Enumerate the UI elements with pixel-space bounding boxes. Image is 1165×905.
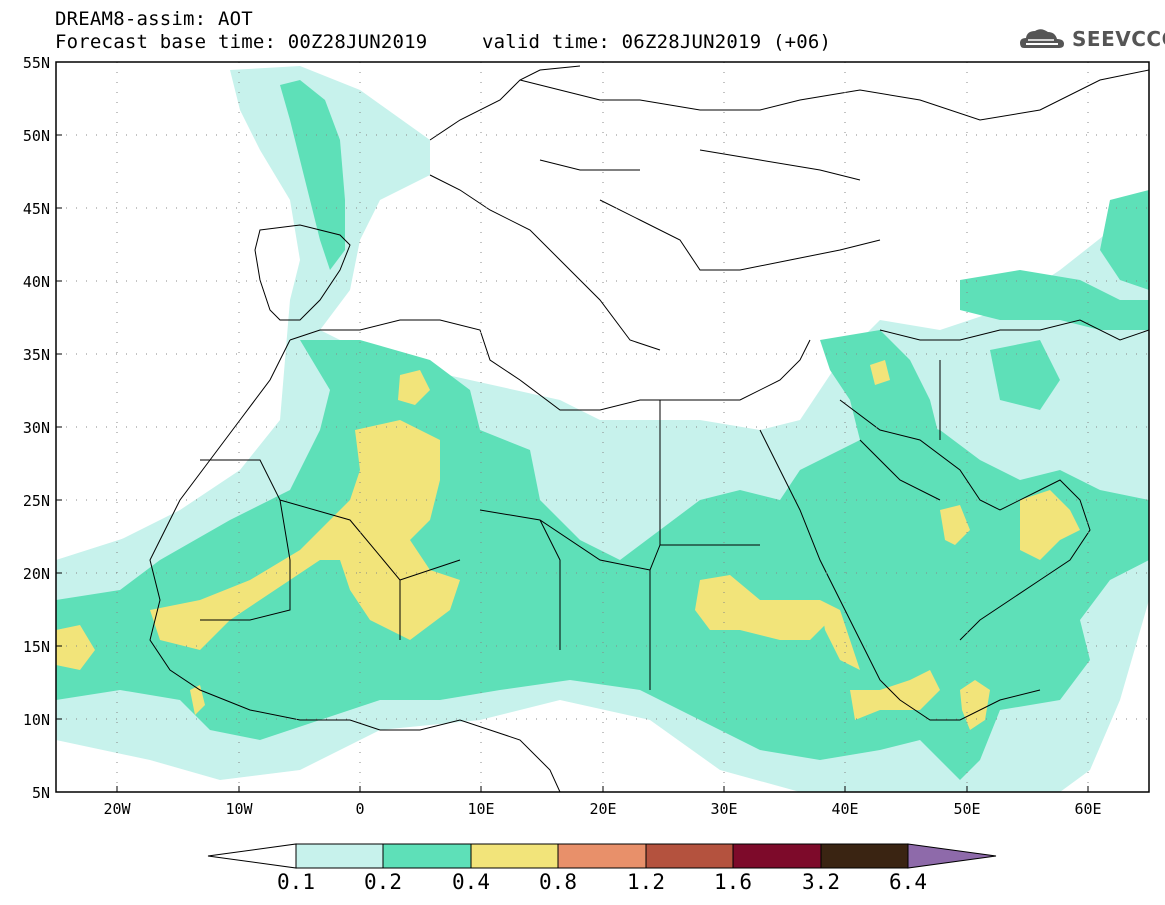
- lon-label-20e: 20E: [589, 800, 617, 818]
- logo-text: SEEVCCC: [1072, 27, 1165, 51]
- lon-label-10w: 10W: [225, 800, 253, 818]
- colorbar-label-3: 0.8: [539, 870, 577, 894]
- lat-label-30n: 30N: [22, 419, 50, 437]
- lat-label-10n: 10N: [22, 711, 50, 729]
- lon-label-0: 0: [355, 800, 365, 818]
- colorbar-label-5: 1.6: [714, 870, 752, 894]
- axis-ticks: [56, 61, 1089, 792]
- lat-label-45n: 45N: [22, 200, 50, 218]
- lon-label-20w: 20W: [103, 800, 131, 818]
- lon-label-30e: 30E: [710, 800, 738, 818]
- lon-label-50e: 50E: [953, 800, 981, 818]
- lon-label-60e: 60E: [1074, 800, 1102, 818]
- colorbar-label-0: 0.1: [277, 870, 315, 894]
- graticule: [56, 62, 1149, 792]
- colorbar-segment-3-2: [820, 843, 909, 869]
- colorbar-segment-1-6: [732, 843, 822, 869]
- lat-label-15n: 15N: [22, 638, 50, 656]
- lon-label-10e: 10E: [467, 800, 495, 818]
- colorbar-label-1: 0.2: [364, 870, 402, 894]
- colorbar-segment-0-2: [382, 843, 472, 869]
- colorbar-label-6: 3.2: [802, 870, 840, 894]
- lat-label-35n: 35N: [22, 346, 50, 364]
- colorbar: [207, 843, 997, 869]
- forecast-base-time: Forecast base time: 00Z28JUN2019: [55, 31, 428, 53]
- lat-label-55n: 55N: [22, 54, 50, 72]
- colorbar-low-arrow: [207, 843, 297, 869]
- colorbar-segment-1-2: [645, 843, 734, 869]
- lat-label-50n: 50N: [22, 127, 50, 145]
- lon-label-40e: 40E: [831, 800, 859, 818]
- lat-label-5n: 5N: [31, 784, 50, 802]
- colorbar-high-arrow: [907, 843, 997, 869]
- lat-label-40n: 40N: [22, 273, 50, 291]
- product-title: DREAM8-assim: AOT: [55, 8, 253, 30]
- aot-level-0-4: [56, 360, 1080, 730]
- cloud-logo-icon: [1020, 29, 1064, 48]
- colorbar-label-2: 0.4: [452, 870, 490, 894]
- lat-label-20n: 20N: [22, 565, 50, 583]
- valid-time: valid time: 06Z28JUN2019 (+06): [482, 31, 832, 53]
- colorbar-label-7: 6.4: [889, 870, 927, 894]
- coastlines-borders: [149, 65, 1149, 792]
- lat-label-25n: 25N: [22, 492, 50, 510]
- colorbar-segment-0-4: [470, 843, 559, 869]
- colorbar-label-4: 1.2: [627, 870, 665, 894]
- colorbar-segment-0-1: [295, 843, 384, 869]
- colorbar-segment-0-8: [557, 843, 647, 869]
